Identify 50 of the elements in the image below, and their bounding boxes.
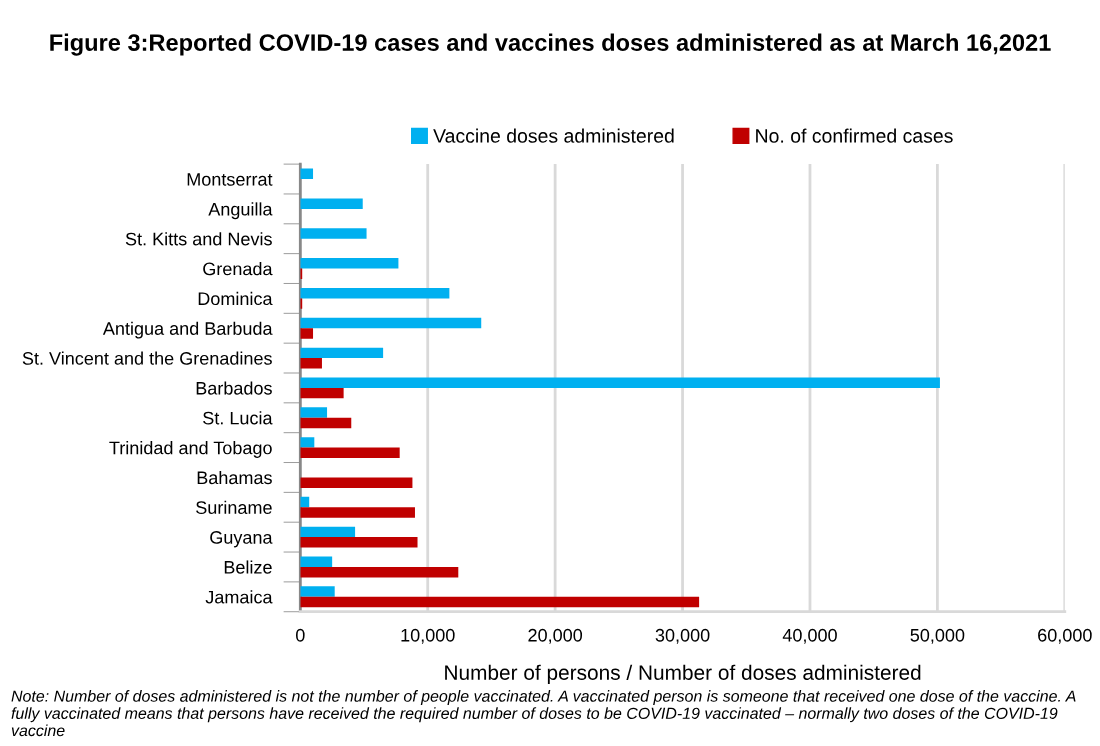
chart-title: Figure 3:Reported COVID-19 cases and vaccines doses administered as at March 16,2021 — [50, 33, 1051, 56]
x-tick-label: 40,000 — [782, 628, 837, 644]
y-tick-label: Barbados — [196, 381, 272, 395]
legend-label: Vaccine doses administered — [433, 128, 674, 143]
y-tick-label: Montserrat — [187, 173, 273, 186]
y-tick-label: Dominica — [198, 291, 273, 306]
y-tick-label: Jamaica — [205, 590, 273, 604]
x-tick-label: 50,000 — [910, 628, 965, 644]
bar — [300, 566, 459, 578]
bar — [300, 407, 328, 418]
y-tick-label: St. Lucia — [203, 411, 273, 425]
bar — [300, 447, 400, 459]
y-tick-label: Antigua and Barbuda — [102, 321, 273, 339]
y-tick-label: St. Vincent and the Grenadines — [22, 351, 272, 365]
bar — [300, 168, 314, 180]
bar — [300, 258, 399, 269]
x-tick-label: 10,000 — [401, 628, 455, 644]
x-axis-title: Number of persons / Number of doses administered — [445, 664, 921, 685]
bar — [300, 317, 482, 329]
bar — [300, 537, 418, 548]
y-tick-label: Suriname — [196, 500, 272, 514]
y-tick-label: Guyana — [210, 531, 273, 548]
y-tick-label: Grenada — [203, 262, 273, 276]
bar — [300, 287, 450, 299]
legend-label: No. of confirmed cases — [756, 128, 953, 143]
bar — [300, 328, 314, 339]
bar — [300, 387, 344, 399]
x-tick-label: 20,000 — [528, 628, 583, 644]
bar — [300, 437, 315, 448]
x-tick-label: 60,000 — [1038, 628, 1092, 644]
text: Note: Number of doses administered is not the number of people vaccinated. A vaccinated person is someone that received one dose of the vaccine. A fully vaccinated means that persons have received the required number of doses to be COVID-19 vaccinated – normally two doses of the COVID-19 vaccine — [11, 690, 1076, 737]
bar — [300, 347, 384, 359]
bar — [300, 596, 700, 608]
x-tick-label: 0 — [295, 628, 305, 642]
bar — [300, 417, 352, 429]
y-tick-label: Bahamas — [197, 470, 272, 485]
y-tick-label: Belize — [224, 560, 272, 574]
bar — [300, 228, 367, 239]
bar — [300, 358, 322, 369]
bar — [300, 198, 363, 209]
bar — [300, 377, 940, 388]
bar — [300, 526, 356, 538]
y-tick-label: Anguilla — [208, 202, 273, 220]
x-tick-label: 30,000 — [655, 628, 710, 644]
bar — [300, 477, 413, 488]
bar — [300, 556, 333, 567]
bar — [300, 507, 415, 518]
y-tick-label: Trinidad and Tobago — [109, 441, 272, 458]
bar — [300, 586, 335, 597]
y-tick-label: St. Kitts and Nevis — [125, 232, 272, 246]
